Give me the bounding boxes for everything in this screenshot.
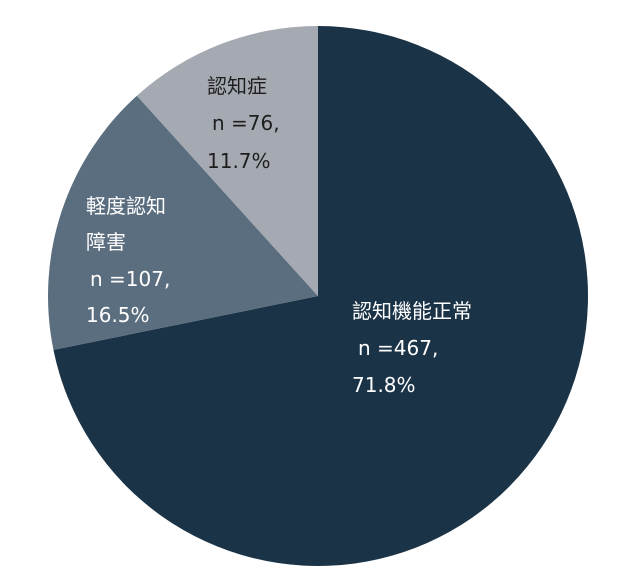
slice-label-mild-cognitive-impairment: 軽度認知 障害 n =107, 16.5% [86,194,170,327]
slice-label-dementia: 認知症 n =76, 11.7% [207,74,280,173]
pie-slice-mild-cognitive-impairment [48,95,318,350]
slice-label-normal-cognition: 認知機能正常 n =467, 71.8% [352,299,472,397]
slice-label-name-line1: 軽度認知 [86,194,166,218]
pie-slice-dementia [136,25,318,296]
slice-label-count: n =107, [90,267,170,291]
pie-slices [48,25,589,566]
slice-label-count: n =76, [212,111,280,135]
slice-label-count: n =467, [358,336,438,360]
slice-label-name: 認知機能正常 [352,299,472,323]
slice-label-percent: 16.5% [86,303,150,327]
slice-label-name-line2: 障害 [86,230,126,254]
slice-label-percent: 11.7% [207,149,271,173]
slice-label-percent: 71.8% [352,373,416,397]
pie-slice-normal-cognition [53,26,589,566]
slice-label-name: 認知症 [207,74,267,98]
